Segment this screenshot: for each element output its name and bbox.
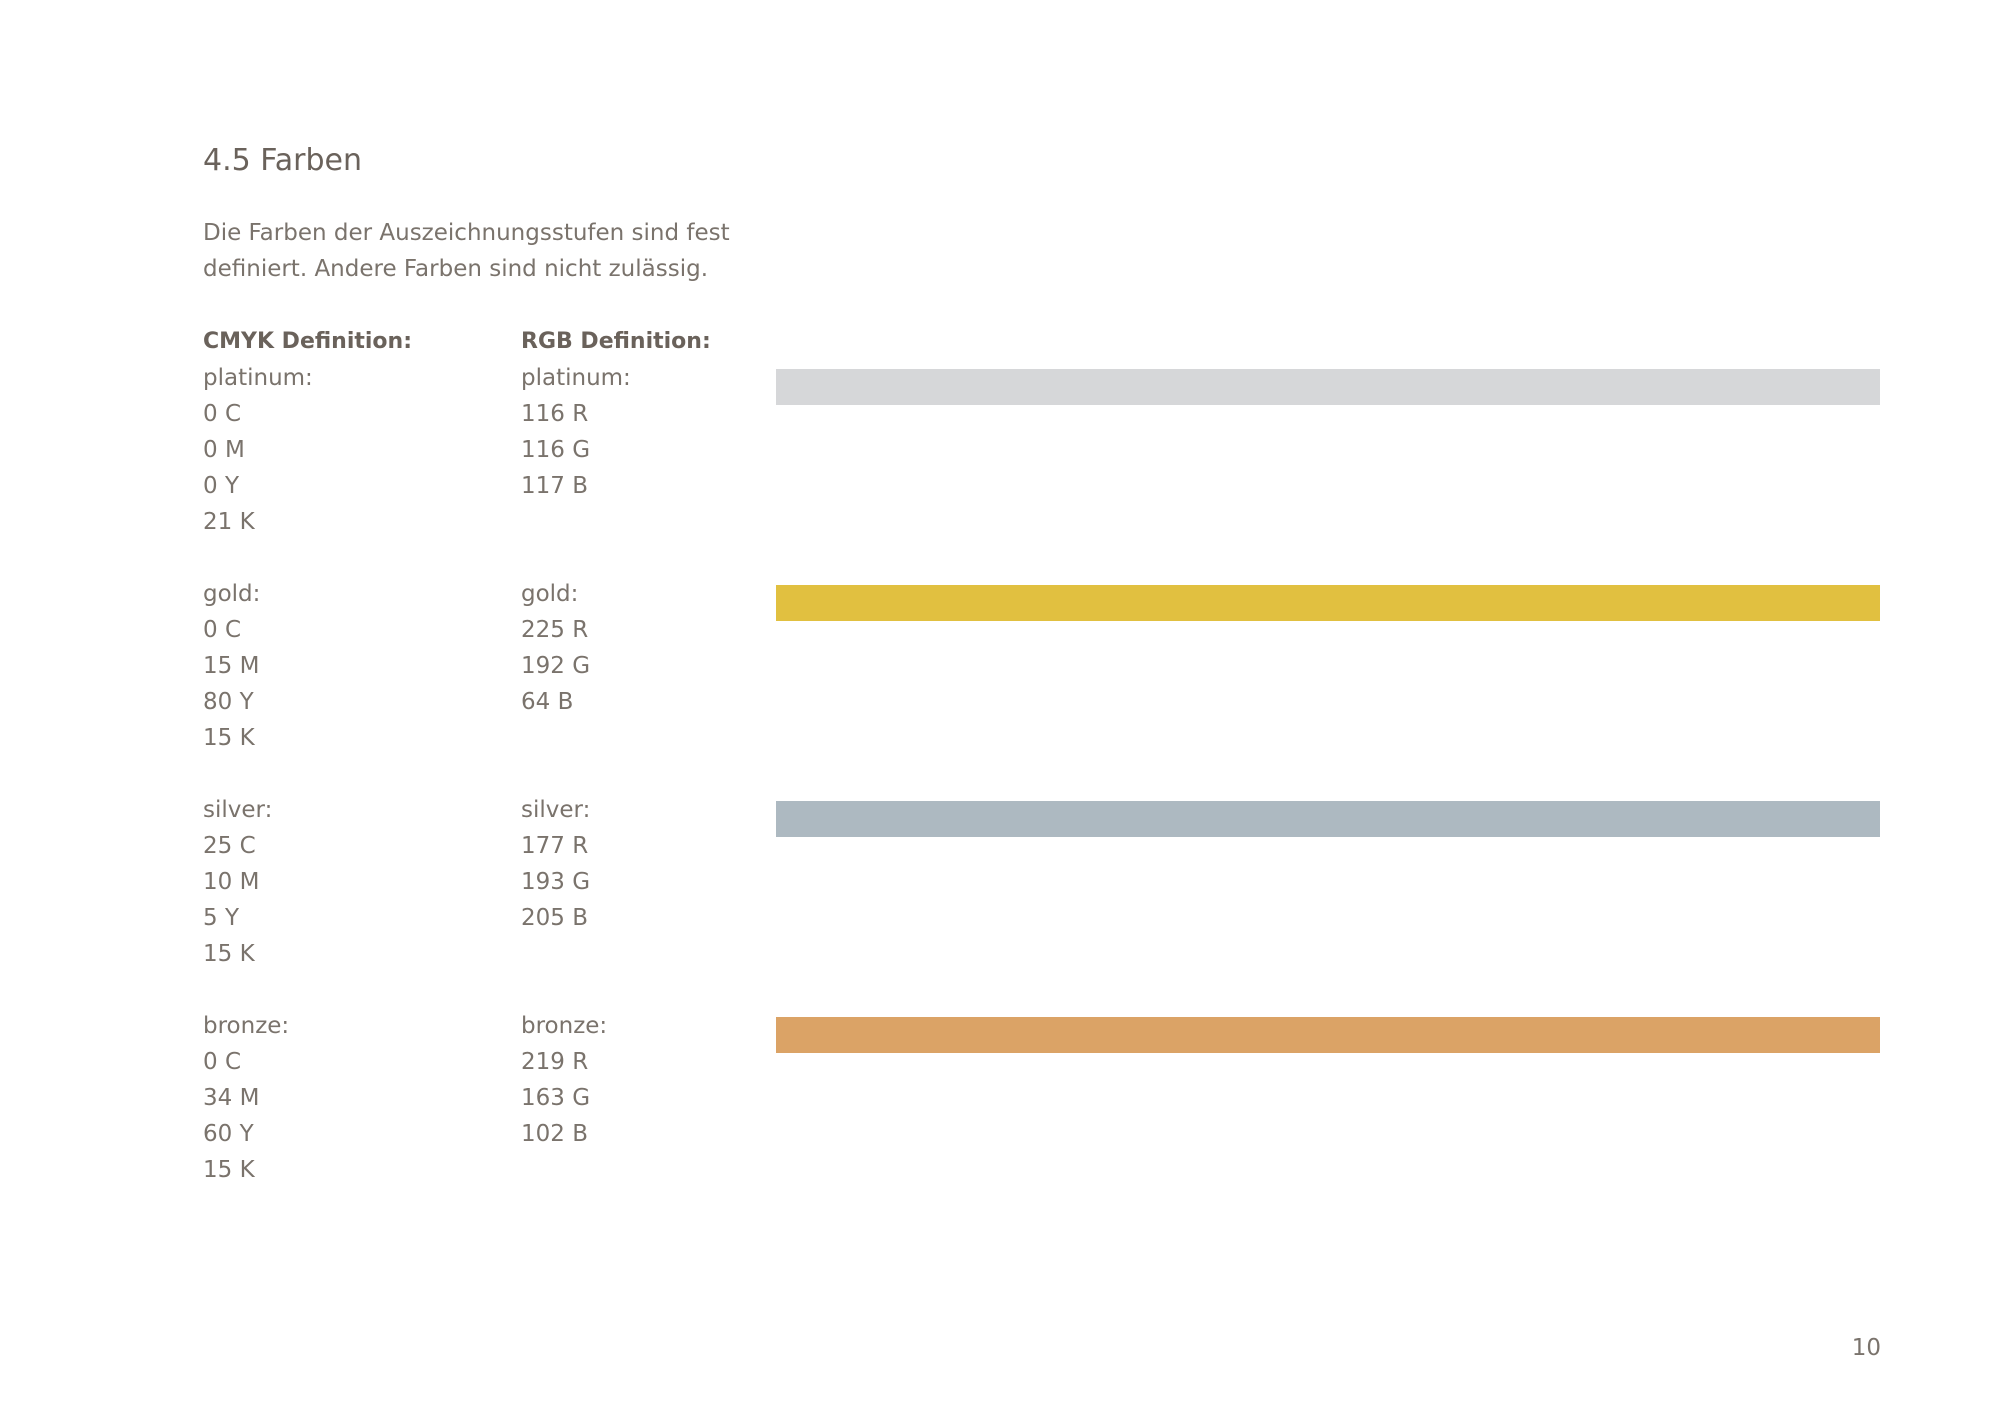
cmyk-value-c: 25 C [203,833,256,859]
rgb-value-r: 177 R [521,833,589,859]
swatch-gold [776,585,1880,621]
intro-line-1: Die Farben der Auszeichnungsstufen sind … [203,220,730,246]
cmyk-value-y: 60 Y [203,1121,254,1147]
cmyk-color-name: bronze: [203,1013,290,1039]
cmyk-value-c: 0 C [203,617,242,643]
rgb-color-name: platinum: [521,365,631,391]
rgb-group-platinum: platinum: 116 R 116 G 117 B [521,360,761,576]
rgb-value-b: 117 B [521,473,588,499]
page-number: 10 [1851,1335,1881,1361]
cmyk-value-y: 5 Y [203,905,239,931]
rgb-value-b: 64 B [521,689,574,715]
rgb-column: RGB Definition: platinum: 116 R 116 G 11… [521,324,761,1224]
rgb-color-name: silver: [521,797,591,823]
cmyk-group-gold: gold: 0 C 15 M 80 Y 15 K [203,576,503,792]
rgb-color-name: bronze: [521,1013,608,1039]
page-title: 4.5 Farben [203,143,362,178]
rgb-value-b: 205 B [521,905,588,931]
cmyk-column: CMYK Definition: platinum: 0 C 0 M 0 Y 2… [203,324,503,1224]
cmyk-color-name: gold: [203,581,261,607]
cmyk-value-m: 34 M [203,1085,260,1111]
rgb-value-r: 225 R [521,617,589,643]
rgb-value-g: 193 G [521,869,591,895]
rgb-color-name: gold: [521,581,579,607]
cmyk-value-k: 15 K [203,941,255,967]
swatch-bronze [776,1017,1880,1053]
rgb-heading: RGB Definition: [521,329,711,354]
cmyk-heading: CMYK Definition: [203,329,412,354]
rgb-value-b: 102 B [521,1121,588,1147]
cmyk-value-y: 80 Y [203,689,254,715]
intro-text: Die Farben der Auszeichnungsstufen sind … [203,215,763,287]
rgb-value-g: 192 G [521,653,591,679]
cmyk-value-m: 0 M [203,437,245,463]
cmyk-color-name: platinum: [203,365,313,391]
rgb-value-g: 116 G [521,437,591,463]
rgb-value-r: 116 R [521,401,589,427]
cmyk-value-y: 0 Y [203,473,239,499]
cmyk-value-m: 15 M [203,653,260,679]
rgb-group-gold: gold: 225 R 192 G 64 B [521,576,761,792]
rgb-value-g: 163 G [521,1085,591,1111]
cmyk-value-k: 21 K [203,509,255,535]
rgb-value-r: 219 R [521,1049,589,1075]
cmyk-group-platinum: platinum: 0 C 0 M 0 Y 21 K [203,360,503,576]
cmyk-value-k: 15 K [203,1157,255,1183]
swatch-silver [776,801,1880,837]
cmyk-group-bronze: bronze: 0 C 34 M 60 Y 15 K [203,1008,503,1224]
cmyk-value-k: 15 K [203,725,255,751]
rgb-group-bronze: bronze: 219 R 163 G 102 B [521,1008,761,1224]
cmyk-value-c: 0 C [203,401,242,427]
rgb-group-silver: silver: 177 R 193 G 205 B [521,792,761,1008]
cmyk-value-m: 10 M [203,869,260,895]
intro-line-2: definiert. Andere Farben sind nicht zulä… [203,256,709,282]
cmyk-group-silver: silver: 25 C 10 M 5 Y 15 K [203,792,503,1008]
swatch-platinum [776,369,1880,405]
cmyk-value-c: 0 C [203,1049,242,1075]
cmyk-color-name: silver: [203,797,273,823]
